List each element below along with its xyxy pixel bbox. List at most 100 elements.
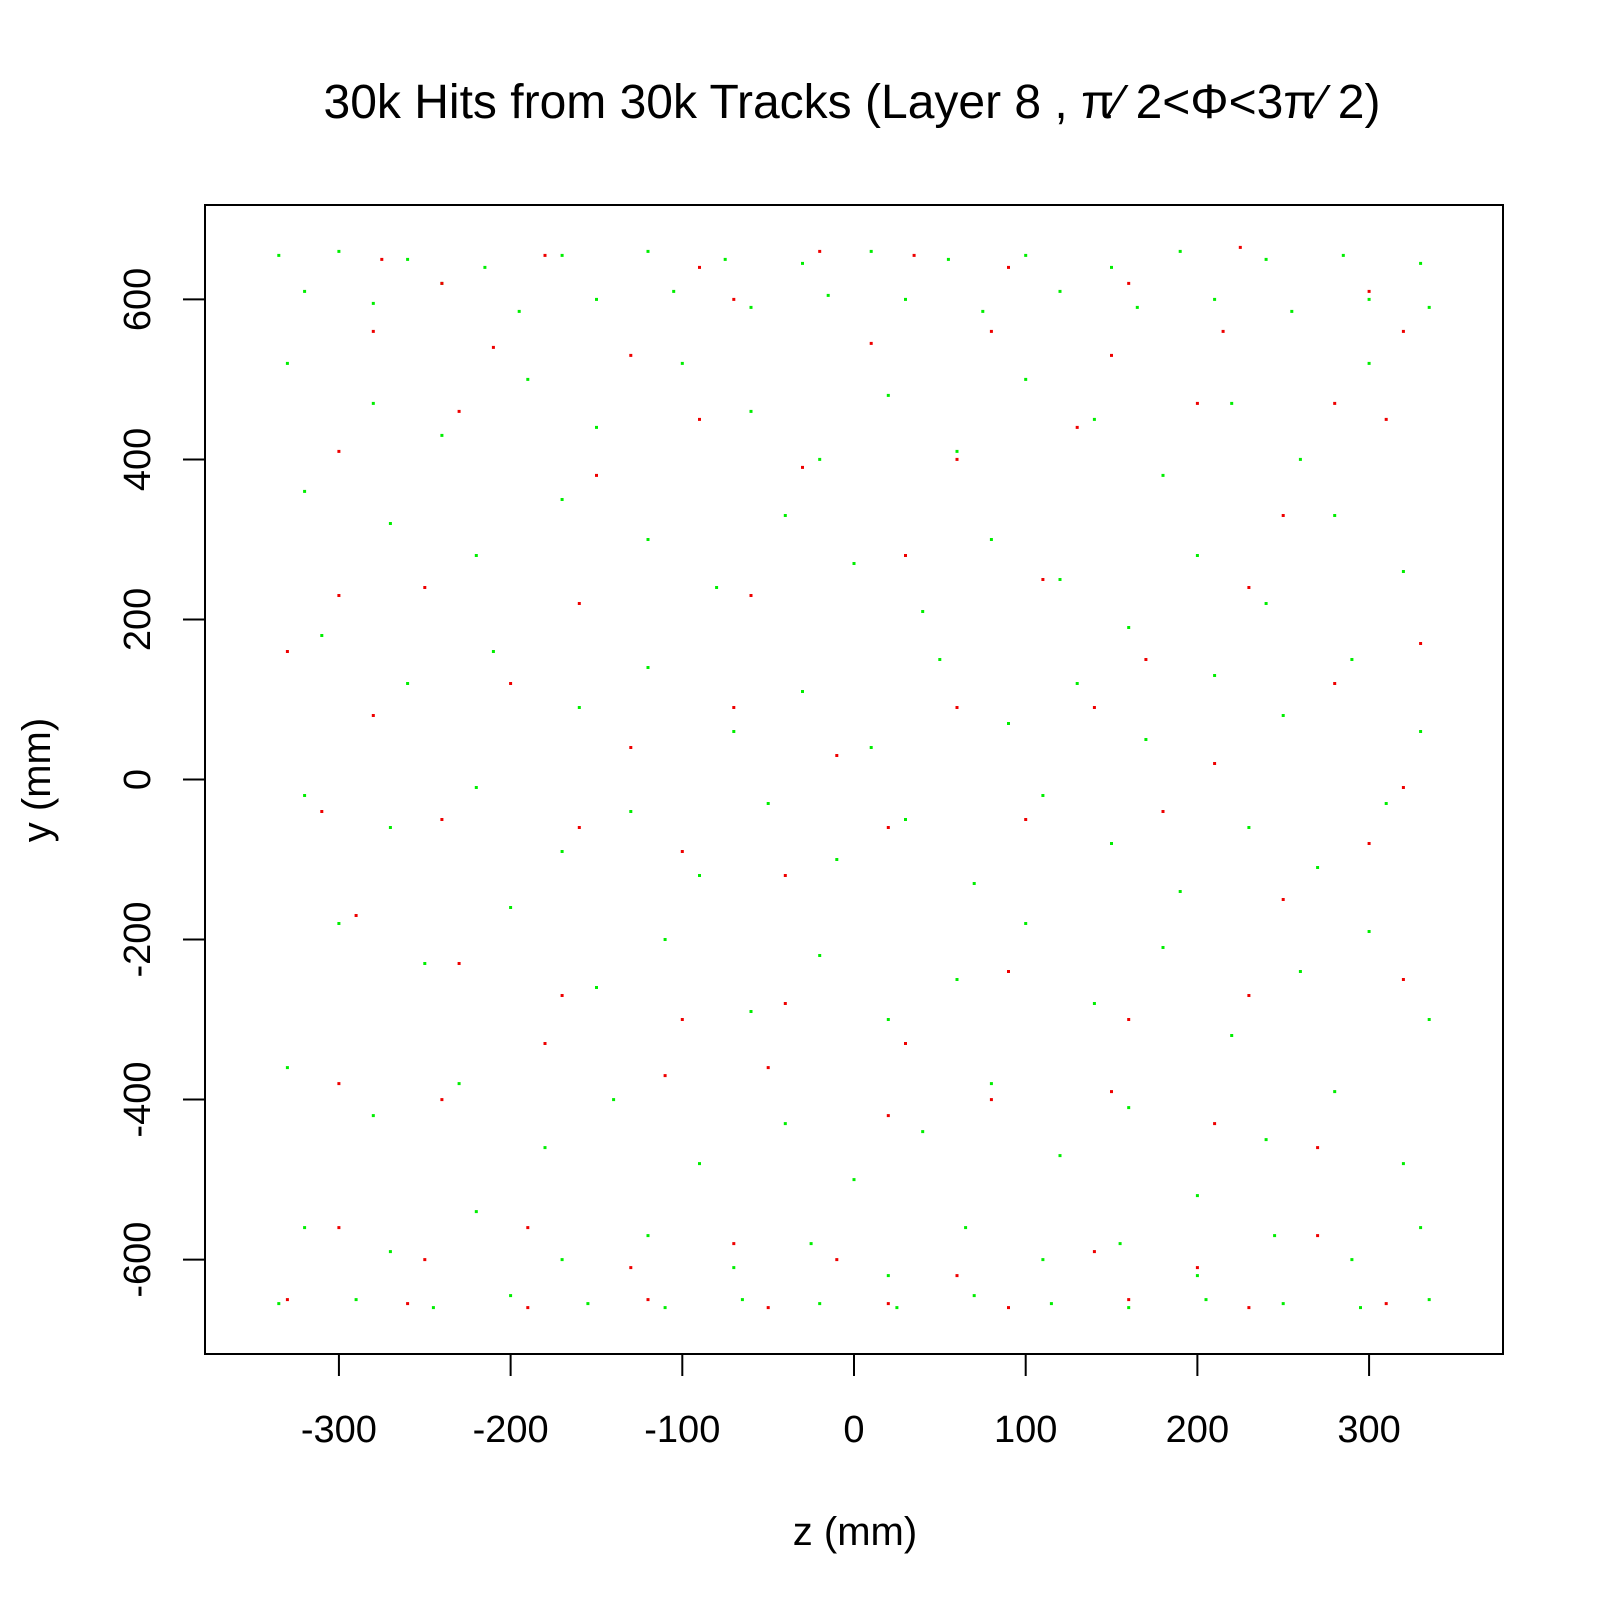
scatter-point [1333,682,1337,685]
scatter-point [1367,842,1371,845]
scatter-point [337,594,341,597]
scatter-point [818,249,822,253]
scatter-point [1195,401,1199,405]
scatter-point [698,1162,701,1166]
scatter-point [972,882,976,885]
scatter-point [388,522,392,525]
scatter-point [1298,457,1302,461]
scatter-point [989,1082,993,1086]
scatter-point [1058,289,1062,293]
scatter-point [1213,762,1217,765]
scatter-point [629,810,633,813]
scatter-point [1195,554,1199,557]
y-tick-label: 0 [117,769,159,790]
scatter-point [1230,401,1234,405]
scatter-point [698,265,701,269]
scatter-point [921,1130,925,1134]
scatter-point [740,1298,744,1302]
scatter-point [483,265,487,269]
scatter-point [337,922,341,925]
scatter-point [457,1082,461,1086]
scatter-point [491,345,495,349]
scatter-point [1075,682,1079,685]
scatter-point [886,1274,890,1278]
scatter-point [989,538,993,541]
scatter-point [1316,866,1320,869]
scatter-point [1281,1302,1285,1306]
scatter-point [440,1098,444,1102]
x-tick-label: 200 [1166,1409,1229,1451]
scatter-point [457,962,461,965]
scatter-point [354,914,358,917]
scatter-point [680,361,684,365]
scatter-point [1281,714,1285,717]
scatter-point [852,1178,856,1182]
scatter-point [783,874,787,877]
scatter-point [783,514,787,517]
scatter-point [981,309,985,313]
scatter-point [646,1234,650,1238]
scatter-point [285,650,289,653]
scatter-point [1024,818,1028,821]
scatter-point [835,1258,839,1262]
scatter-point [337,249,341,253]
scatter-point [380,257,384,261]
scatter-point [732,1242,736,1246]
y-axis: -600 -400 -200 0 200 400 600 [117,268,206,1298]
scatter-point [337,1082,341,1086]
scatter-point [1384,417,1388,421]
scatter-point [783,1002,787,1005]
scatter-point [1316,1146,1320,1150]
scatter-point [1367,289,1371,293]
scatter-point [371,301,375,305]
scatter-point [509,1294,513,1298]
scatter-point [1195,1266,1199,1270]
scatter-point [869,249,873,253]
scatter-point [406,1302,410,1306]
plot-frame [204,204,1504,1355]
scatter-point [749,305,753,309]
scatter-point [337,449,341,453]
y-tick-label: 400 [117,428,159,491]
scatter-point [629,1266,633,1270]
scatter-point [423,962,427,965]
scatter-point [1419,730,1423,733]
x-tick-label: 300 [1337,1409,1400,1451]
scatter-point [1092,706,1096,709]
scatter-point [320,634,324,637]
scatter-point [1427,1298,1431,1302]
scatter-point [663,1074,667,1078]
scatter-point [1384,1302,1388,1306]
scatter-point [303,1226,307,1230]
scatter-point [1367,297,1371,301]
scatter-point [723,257,727,261]
scatter-point [1401,978,1405,981]
scatter-point [1041,578,1045,581]
y-tick-label: -400 [117,1062,159,1138]
scatter-point [431,1306,435,1310]
scatter-point [543,253,547,257]
scatter-point [1367,930,1371,933]
scatter-point [886,1302,890,1306]
scatter-point [1135,305,1139,309]
scatter-point [646,1298,650,1302]
scatter-point [1024,922,1028,925]
scatter-point [440,818,444,821]
scatter-point [560,253,564,257]
scatter-point [1367,361,1371,365]
scatter-point [474,1210,478,1214]
scatter-point [371,329,375,333]
scatter-point [388,826,392,829]
scatter-point [543,1042,547,1045]
scatter-point [612,1098,616,1102]
scatter-point [440,281,444,285]
scatter-point [1264,1138,1268,1142]
scatter-point [818,1302,822,1306]
scatter-point [1333,514,1337,517]
x-tick-label: -100 [644,1409,720,1451]
scatter-point [457,409,461,413]
scatter-point [577,602,581,605]
scatter-point [285,361,289,365]
scatter-point [1401,1162,1405,1166]
